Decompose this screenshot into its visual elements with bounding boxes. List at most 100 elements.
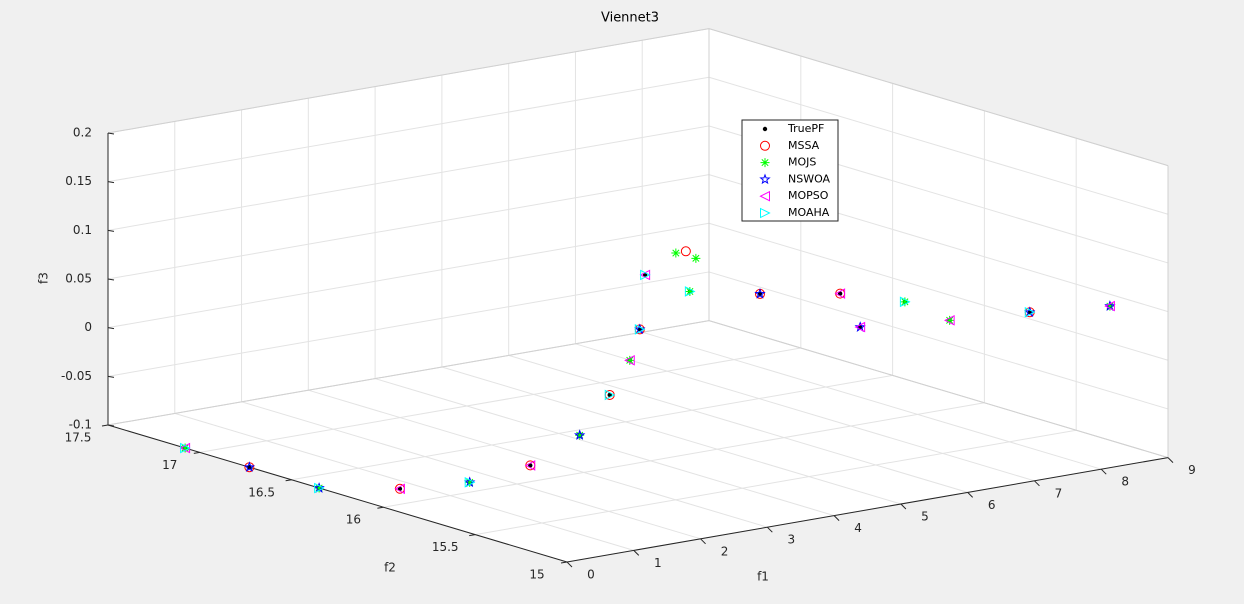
- y-tick-label: 16: [346, 513, 361, 527]
- x-tick: [1167, 457, 1174, 463]
- grid-line: [107, 174, 710, 280]
- grid-line: [199, 347, 801, 453]
- legend-label: MOJS: [788, 156, 816, 169]
- z-tick-label: 0.15: [65, 174, 92, 188]
- x-tick: [766, 526, 773, 533]
- box-edge: [708, 320, 1169, 459]
- y-tick-label: 15.5: [432, 540, 459, 554]
- point: [899, 296, 911, 308]
- grid-line: [642, 331, 1102, 470]
- point: [624, 355, 635, 366]
- point: [634, 324, 646, 335]
- legend-box: [741, 119, 839, 222]
- point: [754, 287, 766, 299]
- z-tick: [107, 424, 115, 427]
- x-tick-label: 2: [721, 544, 729, 558]
- box-edge: [107, 320, 710, 426]
- plot-area: [108, 29, 1168, 562]
- legend-marker: [760, 140, 770, 151]
- point: [685, 286, 695, 296]
- grid-line: [241, 401, 701, 540]
- x-axis-label: f1: [757, 570, 769, 584]
- point: [945, 315, 955, 325]
- y-tick: [285, 479, 292, 482]
- z-tick-label: 0.1: [73, 223, 92, 237]
- point: [640, 269, 651, 281]
- point: [243, 461, 256, 472]
- grid-line: [383, 402, 985, 508]
- grid-line: [107, 76, 710, 183]
- grid-line: [508, 354, 968, 493]
- point: [397, 486, 403, 491]
- grid-line: [107, 125, 710, 231]
- x-tick-label: 4: [854, 521, 862, 535]
- point: [1104, 300, 1115, 312]
- grid-line: [291, 374, 893, 481]
- point: [671, 248, 681, 258]
- x-tick: [1034, 480, 1040, 487]
- point: [464, 477, 476, 488]
- point: [854, 321, 866, 333]
- chart-title: Viennet3: [601, 11, 659, 26]
- grid-line: [107, 271, 710, 377]
- legend-marker: [760, 207, 771, 219]
- y-tick: [193, 451, 200, 454]
- grid-line: [174, 412, 634, 551]
- legend-label: TruePF: [787, 122, 824, 135]
- z-tick: [107, 327, 115, 330]
- grid-line: [475, 429, 1077, 536]
- point: [574, 429, 586, 440]
- point: [684, 286, 696, 297]
- grid-line: [708, 222, 1169, 361]
- point: [604, 389, 616, 401]
- point: [607, 392, 612, 398]
- point: [944, 315, 955, 326]
- y-tick: [377, 506, 384, 509]
- grid-line: [708, 76, 1169, 215]
- x-tick-label: 5: [921, 510, 929, 524]
- x-tick-label: 8: [1121, 475, 1129, 489]
- y-tick-label: 16.5: [248, 485, 275, 499]
- axes: 0 1 2 3 4 5 6 7 8 9 15 15.5 16 16.5 17 17.5-0.1 -0.05 0 0.…: [61, 28, 1196, 582]
- y-tick-label: 17: [162, 458, 177, 472]
- z-tick: [107, 375, 115, 378]
- point: [575, 430, 585, 440]
- y-tick-label: 17.5: [65, 431, 92, 445]
- z-axis-label: f3: [37, 272, 51, 284]
- grid-line: [374, 378, 835, 517]
- y-tick: [469, 534, 476, 537]
- grid-line: [441, 366, 902, 505]
- grid-line: [107, 222, 710, 329]
- point: [180, 443, 190, 453]
- x-tick: [633, 550, 640, 556]
- grid-line: [708, 271, 1169, 410]
- box-edge: [107, 28, 710, 134]
- point: [314, 482, 325, 494]
- point: [528, 463, 533, 468]
- point: [465, 477, 475, 487]
- point: [625, 355, 635, 365]
- y-tick: [560, 561, 568, 564]
- legend: TruePF MSSA MOJS NSWOA MOPSO MOAHA: [741, 119, 839, 222]
- x-tick-label: 9: [1188, 463, 1196, 477]
- legend-label: MOAHA: [788, 206, 830, 219]
- point: [642, 272, 648, 278]
- z-tick-label: 0.2: [73, 126, 92, 140]
- point: [691, 253, 701, 263]
- legend-marker: [760, 158, 770, 168]
- z-tick-label: -0.1: [69, 418, 92, 432]
- z-tick-label: 0.05: [65, 272, 92, 286]
- x-tick-label: 1: [654, 556, 662, 570]
- point: [180, 442, 191, 454]
- point: [834, 288, 846, 299]
- point: [680, 246, 691, 257]
- grid-line: [575, 343, 1035, 482]
- legend-marker: [762, 126, 768, 132]
- point: [314, 483, 324, 493]
- x-tick: [900, 503, 907, 510]
- box-edge: [708, 28, 1169, 167]
- legend-label: NSWOA: [788, 172, 831, 185]
- z-tick: [107, 181, 115, 184]
